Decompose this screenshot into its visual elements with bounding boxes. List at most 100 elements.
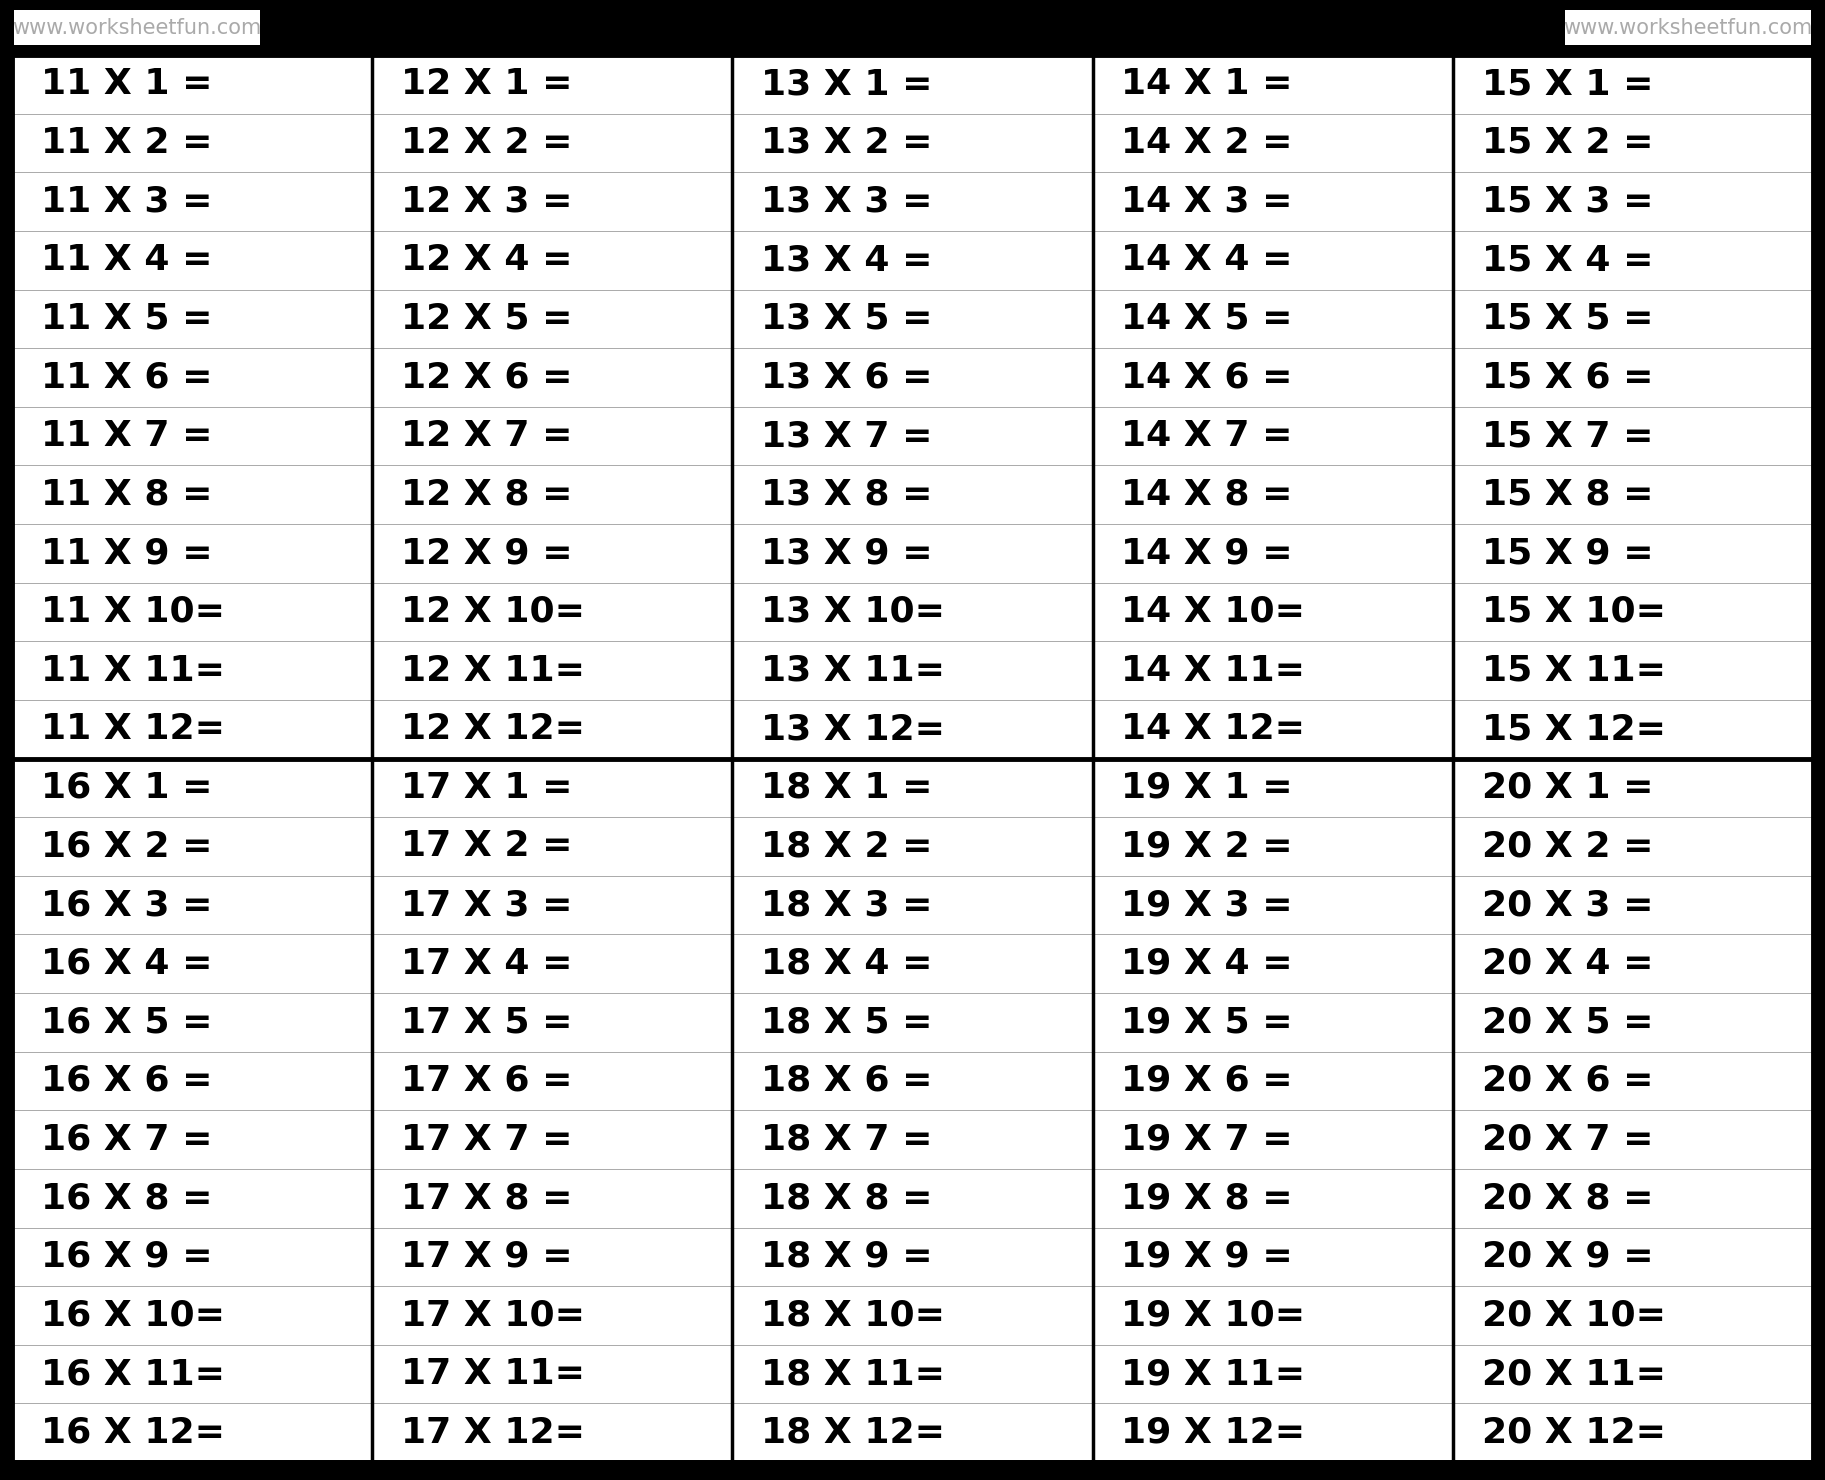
Bar — [1453, 290, 1812, 348]
Bar — [372, 114, 732, 172]
Bar — [1453, 524, 1812, 583]
Text: 20 X 6 =: 20 X 6 = — [1482, 1064, 1653, 1098]
Text: 16 X 12=: 16 X 12= — [40, 1416, 224, 1450]
Bar — [372, 290, 732, 348]
Bar — [732, 172, 1093, 231]
Bar — [372, 524, 732, 583]
Text: 18 X 9 =: 18 X 9 = — [761, 1240, 933, 1274]
Text: 15 X 7 =: 15 X 7 = — [1482, 419, 1653, 453]
Text: 14 X 10=: 14 X 10= — [1121, 595, 1305, 629]
Bar — [372, 407, 732, 465]
Text: 11 X 4 =: 11 X 4 = — [40, 243, 212, 277]
Bar — [372, 758, 732, 817]
Text: 13 X 8 =: 13 X 8 = — [761, 478, 933, 512]
Bar — [732, 1403, 1093, 1462]
Text: 11 X 8 =: 11 X 8 = — [40, 478, 212, 512]
Bar — [1453, 1227, 1812, 1286]
Text: 12 X 2 =: 12 X 2 = — [402, 126, 573, 160]
Bar — [13, 55, 372, 114]
Text: 15 X 8 =: 15 X 8 = — [1482, 478, 1653, 512]
Text: 11 X 6 =: 11 X 6 = — [40, 361, 212, 395]
Text: 13 X 5 =: 13 X 5 = — [761, 302, 933, 336]
Text: 18 X 5 =: 18 X 5 = — [761, 1005, 933, 1039]
Bar — [732, 1227, 1093, 1286]
Bar — [1453, 1052, 1812, 1110]
Text: 19 X 1 =: 19 X 1 = — [1121, 771, 1294, 805]
Bar — [372, 641, 732, 700]
Bar — [13, 876, 372, 934]
Bar — [13, 758, 372, 817]
Text: 19 X 3 =: 19 X 3 = — [1121, 888, 1294, 922]
Bar — [13, 700, 372, 758]
Bar — [1453, 1286, 1812, 1345]
Text: 11 X 9 =: 11 X 9 = — [40, 536, 212, 570]
Bar — [13, 1052, 372, 1110]
Text: 17 X 9 =: 17 X 9 = — [402, 1240, 573, 1274]
Text: 12 X 10=: 12 X 10= — [402, 595, 586, 629]
Bar — [372, 993, 732, 1052]
Bar — [372, 583, 732, 641]
Bar — [1453, 407, 1812, 465]
Text: 13 X 6 =: 13 X 6 = — [761, 361, 933, 395]
Text: 14 X 2 =: 14 X 2 = — [1121, 126, 1292, 160]
Bar — [1093, 641, 1453, 700]
Text: 14 X 12=: 14 X 12= — [1121, 712, 1305, 746]
Bar — [372, 876, 732, 934]
Text: 14 X 3 =: 14 X 3 = — [1121, 185, 1292, 219]
Text: 17 X 11=: 17 X 11= — [402, 1357, 586, 1391]
Bar — [372, 231, 732, 290]
Text: 13 X 3 =: 13 X 3 = — [761, 185, 933, 219]
Text: 11 X 3 =: 11 X 3 = — [40, 185, 212, 219]
Bar — [372, 817, 732, 876]
Bar — [732, 290, 1093, 348]
Bar — [372, 1403, 732, 1462]
Bar — [372, 348, 732, 407]
Text: 14 X 8 =: 14 X 8 = — [1121, 478, 1292, 512]
Text: 18 X 8 =: 18 X 8 = — [761, 1181, 933, 1215]
Bar — [13, 1403, 372, 1462]
Bar — [372, 1227, 732, 1286]
Bar — [1093, 114, 1453, 172]
Bar — [13, 172, 372, 231]
Bar — [1093, 1052, 1453, 1110]
Bar — [1453, 583, 1812, 641]
Text: 20 X 8 =: 20 X 8 = — [1482, 1181, 1653, 1215]
Bar — [1093, 1169, 1453, 1227]
Bar — [1093, 55, 1453, 114]
Bar — [13, 1345, 372, 1403]
Text: 20 X 5 =: 20 X 5 = — [1482, 1005, 1653, 1039]
Text: 12 X 8 =: 12 X 8 = — [402, 478, 573, 512]
Bar — [1093, 290, 1453, 348]
Bar — [1453, 817, 1812, 876]
Bar — [732, 1052, 1093, 1110]
Bar — [732, 465, 1093, 524]
Text: 11 X 11=: 11 X 11= — [40, 654, 224, 688]
Text: 18 X 1 =: 18 X 1 = — [761, 771, 933, 805]
Bar — [1093, 1286, 1453, 1345]
Bar — [15, 10, 261, 44]
Bar — [732, 1286, 1093, 1345]
Text: 16 X 9 =: 16 X 9 = — [40, 1240, 212, 1274]
Text: 20 X 1 =: 20 X 1 = — [1482, 771, 1653, 805]
Text: 20 X 9 =: 20 X 9 = — [1482, 1240, 1653, 1274]
Bar — [13, 1286, 372, 1345]
Bar — [1093, 465, 1453, 524]
Bar — [13, 524, 372, 583]
Bar — [1453, 934, 1812, 993]
Bar — [732, 1110, 1093, 1169]
Text: 18 X 3 =: 18 X 3 = — [761, 888, 933, 922]
Text: 13 X 12=: 13 X 12= — [761, 712, 945, 746]
Text: 12 X 11=: 12 X 11= — [402, 654, 586, 688]
Text: 18 X 10=: 18 X 10= — [761, 1298, 945, 1332]
Bar — [1453, 1403, 1812, 1462]
Bar — [372, 172, 732, 231]
Bar — [1093, 1227, 1453, 1286]
Bar — [13, 1110, 372, 1169]
Bar — [372, 55, 732, 114]
Bar — [372, 1286, 732, 1345]
Bar — [1453, 876, 1812, 934]
Text: 15 X 2 =: 15 X 2 = — [1482, 126, 1653, 160]
Text: 16 X 6 =: 16 X 6 = — [40, 1064, 212, 1098]
Bar — [1453, 114, 1812, 172]
Bar — [1093, 1403, 1453, 1462]
